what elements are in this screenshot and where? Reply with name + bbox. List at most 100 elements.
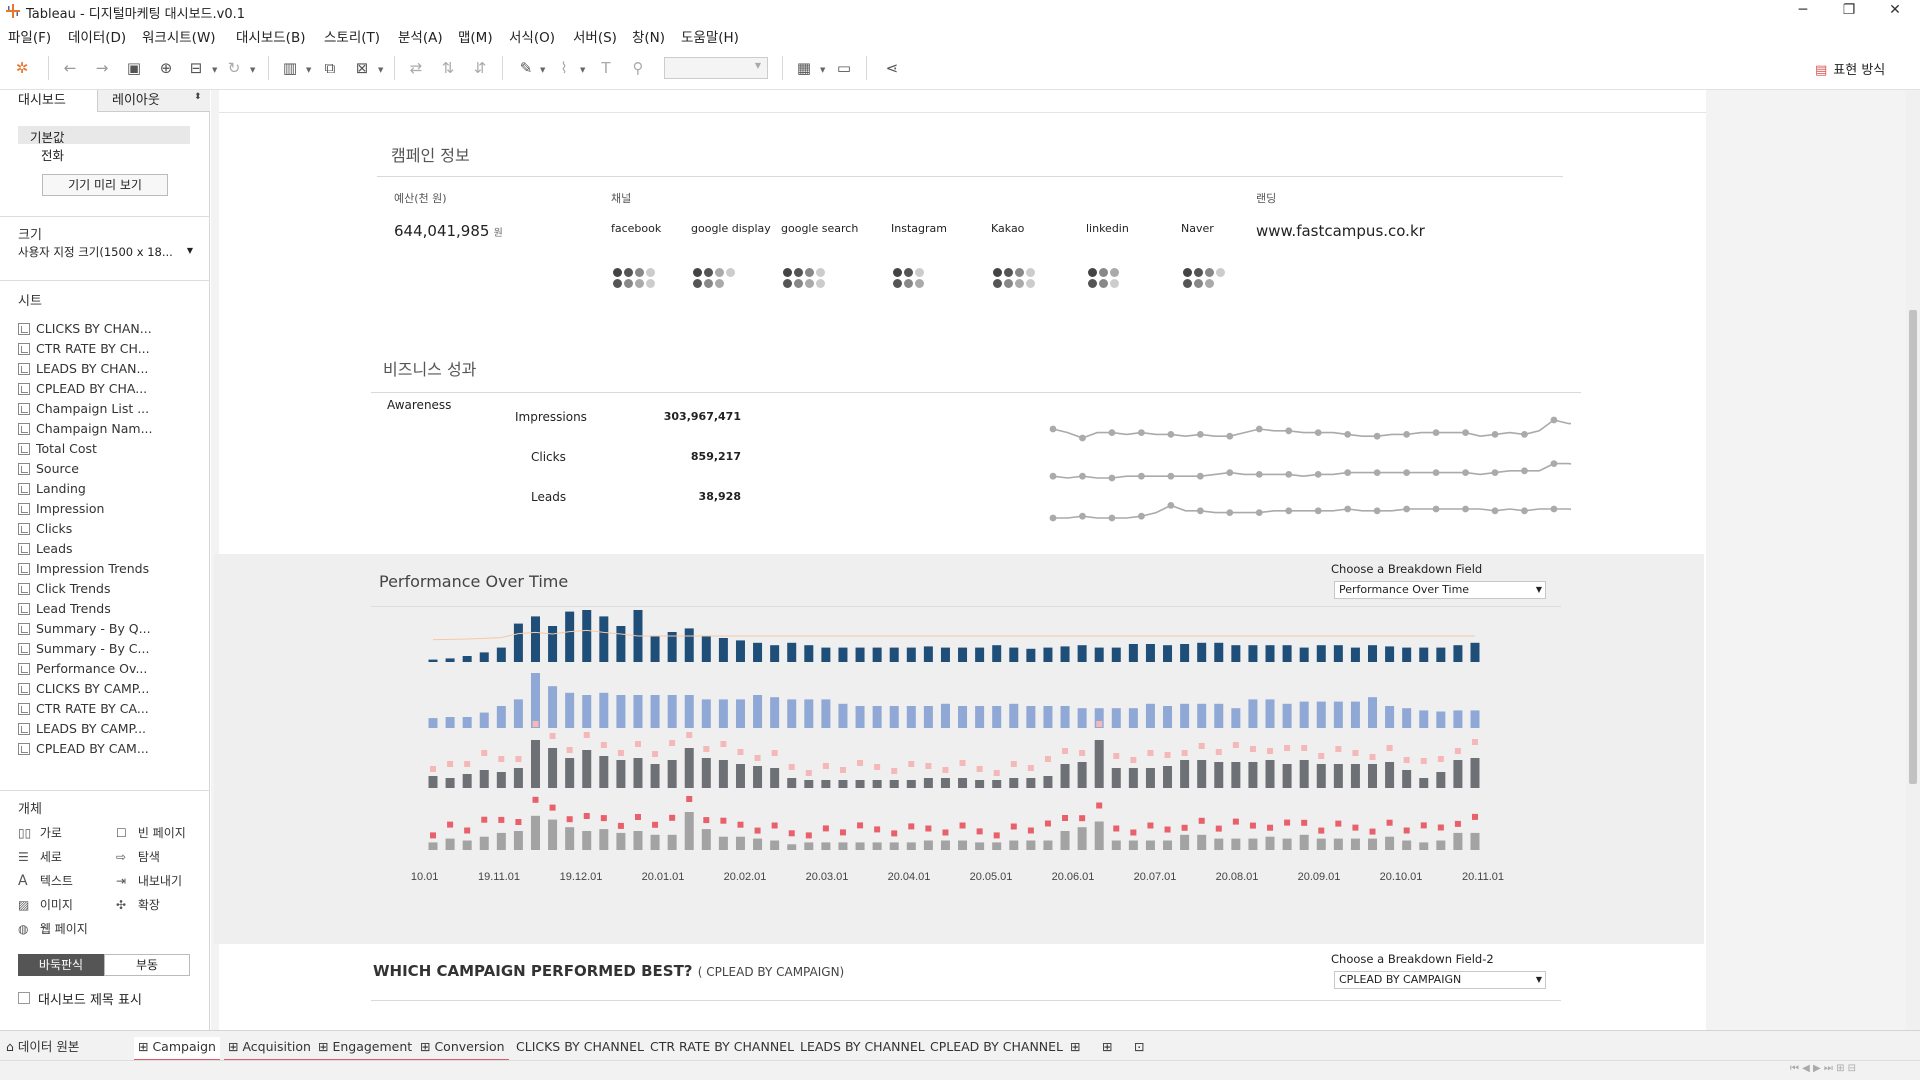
- new-worksheet-icon[interactable]: ▥: [282, 59, 298, 77]
- sheet-item[interactable]: Summary - By Q...: [18, 620, 151, 638]
- sheet-item[interactable]: Impression Trends: [18, 560, 149, 578]
- tab-campaign[interactable]: ⊞ Campaign: [134, 1037, 220, 1061]
- device-preview-button[interactable]: 기기 미리 보기: [42, 174, 168, 196]
- menu-format[interactable]: 서식(O): [509, 30, 555, 46]
- menu-server[interactable]: 서버(S): [573, 30, 617, 46]
- sheet-item[interactable]: Leads: [18, 540, 73, 558]
- tab-ctr-rate-by-channel[interactable]: CTR RATE BY CHANNEL: [650, 1039, 795, 1054]
- menu-dashboard[interactable]: 대시보드(B): [236, 30, 306, 46]
- save-icon[interactable]: ▣: [126, 59, 142, 77]
- device-phone-label[interactable]: 전화: [41, 148, 65, 163]
- refresh-icon[interactable]: ↻: [227, 59, 241, 77]
- menu-map[interactable]: 맵(M): [458, 30, 493, 46]
- tab-layout[interactable]: 레이아웃: [98, 90, 210, 112]
- sort-ascending-icon[interactable]: ⇅: [441, 59, 455, 77]
- chevron-down-icon[interactable]: ▼: [250, 66, 256, 74]
- sheet-item[interactable]: CPLEAD BY CAM...: [18, 740, 149, 758]
- redo-icon[interactable]: →: [95, 59, 109, 77]
- object-extension[interactable]: ✣ 확장: [116, 898, 160, 912]
- sheet-item[interactable]: Landing: [18, 480, 86, 498]
- object-export[interactable]: ⇥ 내보내기: [116, 874, 182, 888]
- tab-clicks-by-channel[interactable]: CLICKS BY CHANNEL: [516, 1039, 644, 1054]
- tab-navigation-icon[interactable]: ⏮ ◀ ▶ ⏭ ⊞ ⊟: [1790, 1063, 1857, 1074]
- sheet-item[interactable]: Summary - By C...: [18, 640, 149, 658]
- menu-window[interactable]: 창(N): [632, 30, 666, 46]
- size-select[interactable]: 사용자 지정 크기(1500 x 18... ▼: [18, 244, 193, 262]
- sheet-item[interactable]: Champaign List ...: [18, 400, 149, 418]
- close-button[interactable]: ✕: [1889, 2, 1901, 18]
- clear-sheet-icon[interactable]: ⊠: [355, 59, 369, 77]
- menu-analysis[interactable]: 분석(A): [398, 30, 443, 46]
- tab-dashboard[interactable]: 대시보드: [0, 90, 98, 112]
- scrollbar-thumb[interactable]: [1909, 310, 1917, 784]
- pause-updates-icon[interactable]: ⊟: [189, 59, 203, 77]
- sheet-item[interactable]: CTR RATE BY CA...: [18, 700, 149, 718]
- sheet-item[interactable]: CPLEAD BY CHA...: [18, 380, 147, 398]
- show-title-checkbox[interactable]: [18, 992, 30, 1004]
- sheet-item[interactable]: Clicks: [18, 520, 72, 538]
- pin-icon[interactable]: ⚲: [632, 59, 644, 77]
- object-text[interactable]: A 텍스트: [18, 873, 73, 889]
- duplicate-sheet-icon[interactable]: ⧉: [324, 59, 336, 77]
- object-navigation[interactable]: ⇨ 탐색: [116, 850, 160, 864]
- chevron-up-down-icon[interactable]: ⬍: [194, 92, 202, 102]
- sheet-item[interactable]: Lead Trends: [18, 600, 111, 618]
- sheet-item[interactable]: CTR RATE BY CH...: [18, 340, 150, 358]
- menu-file[interactable]: 파일(F): [8, 30, 52, 46]
- sheet-item[interactable]: CLICKS BY CAMP...: [18, 680, 149, 698]
- tiled-toggle[interactable]: 바둑판식: [18, 954, 104, 976]
- new-datasource-icon[interactable]: ⊕: [159, 59, 173, 77]
- object-horizontal[interactable]: ▯▯ 가로: [18, 826, 62, 840]
- object-image[interactable]: ▨ 이미지: [18, 898, 73, 912]
- chevron-down-icon[interactable]: ▼: [306, 66, 312, 74]
- minimize-button[interactable]: ─: [1798, 2, 1808, 18]
- presentation-mode-icon[interactable]: ▭: [836, 59, 852, 77]
- restore-button[interactable]: ❐: [1842, 2, 1856, 18]
- sheet-item[interactable]: LEADS BY CHAN...: [18, 360, 148, 378]
- object-blank[interactable]: ☐ 빈 페이지: [116, 826, 186, 840]
- fit-select[interactable]: ▼: [664, 57, 768, 79]
- sheet-item[interactable]: LEADS BY CAMP...: [18, 720, 146, 738]
- tab-leads-by-channel[interactable]: LEADS BY CHANNEL: [800, 1039, 925, 1054]
- breakdown2-select[interactable]: CPLEAD BY CAMPAIGN ▼: [1334, 971, 1546, 989]
- sheet-item[interactable]: Performance Ov...: [18, 660, 147, 678]
- show-me-button[interactable]: ▤ 표현 방식: [1815, 59, 1885, 78]
- chevron-down-icon[interactable]: ▼: [820, 66, 826, 74]
- vertical-scrollbar[interactable]: [1906, 90, 1920, 1030]
- sheet-item[interactable]: Total Cost: [18, 440, 97, 458]
- share-icon[interactable]: ⋖: [885, 59, 899, 77]
- chevron-down-icon[interactable]: ▼: [378, 66, 384, 74]
- show-cards-icon[interactable]: ▦: [796, 59, 812, 77]
- labels-icon[interactable]: T: [601, 59, 611, 77]
- chevron-down-icon[interactable]: ▼: [580, 66, 586, 74]
- swap-icon[interactable]: ⇄: [409, 59, 423, 77]
- tab-cplead-by-channel[interactable]: CPLEAD BY CHANNEL: [930, 1039, 1064, 1054]
- floating-toggle[interactable]: 부동: [104, 954, 190, 976]
- menu-story[interactable]: 스토리(T): [324, 30, 381, 46]
- tab-engagement[interactable]: ⊞ Engagement: [314, 1037, 417, 1061]
- new-story-tab-icon[interactable]: ⊡: [1134, 1039, 1145, 1054]
- chevron-down-icon[interactable]: ▼: [540, 66, 546, 74]
- menu-data[interactable]: 데이터(D): [68, 30, 127, 46]
- new-worksheet-tab-icon[interactable]: ⊞: [1070, 1039, 1081, 1054]
- highlight-icon[interactable]: ✎: [519, 59, 533, 77]
- sheet-item[interactable]: CLICKS BY CHAN...: [18, 320, 152, 338]
- tab-conversion[interactable]: ⊞ Conversion: [416, 1037, 509, 1061]
- undo-icon[interactable]: ←: [63, 59, 77, 77]
- chevron-down-icon[interactable]: ▼: [212, 66, 218, 74]
- sheet-item[interactable]: Champaign Nam...: [18, 420, 153, 438]
- sheet-item[interactable]: Click Trends: [18, 580, 110, 598]
- tab-data-source[interactable]: ⌂ 데이터 원본: [6, 1039, 80, 1054]
- sheet-item[interactable]: Impression: [18, 500, 104, 518]
- device-default-row[interactable]: 기본값: [18, 126, 190, 145]
- tableau-home-icon[interactable]: ✲: [15, 59, 29, 77]
- breakdown-select[interactable]: Performance Over Time ▼: [1334, 581, 1546, 599]
- object-webpage[interactable]: ◍ 웹 페이지: [18, 922, 88, 936]
- object-vertical[interactable]: ☰ 세로: [18, 850, 62, 864]
- sheet-item[interactable]: Source: [18, 460, 79, 478]
- menu-help[interactable]: 도움말(H): [681, 30, 739, 46]
- group-icon[interactable]: ⌇: [560, 59, 568, 77]
- menu-worksheet[interactable]: 워크시트(W): [142, 30, 216, 46]
- tab-acquisition[interactable]: ⊞ Acquisition: [224, 1037, 315, 1061]
- new-dashboard-tab-icon[interactable]: ⊞: [1102, 1039, 1113, 1054]
